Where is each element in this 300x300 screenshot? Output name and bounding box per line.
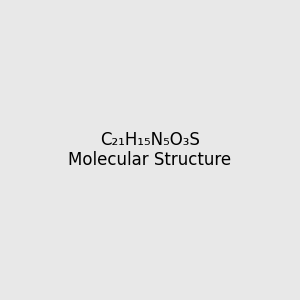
Text: C₂₁H₁₅N₅O₃S
Molecular Structure: C₂₁H₁₅N₅O₃S Molecular Structure [68, 130, 232, 170]
